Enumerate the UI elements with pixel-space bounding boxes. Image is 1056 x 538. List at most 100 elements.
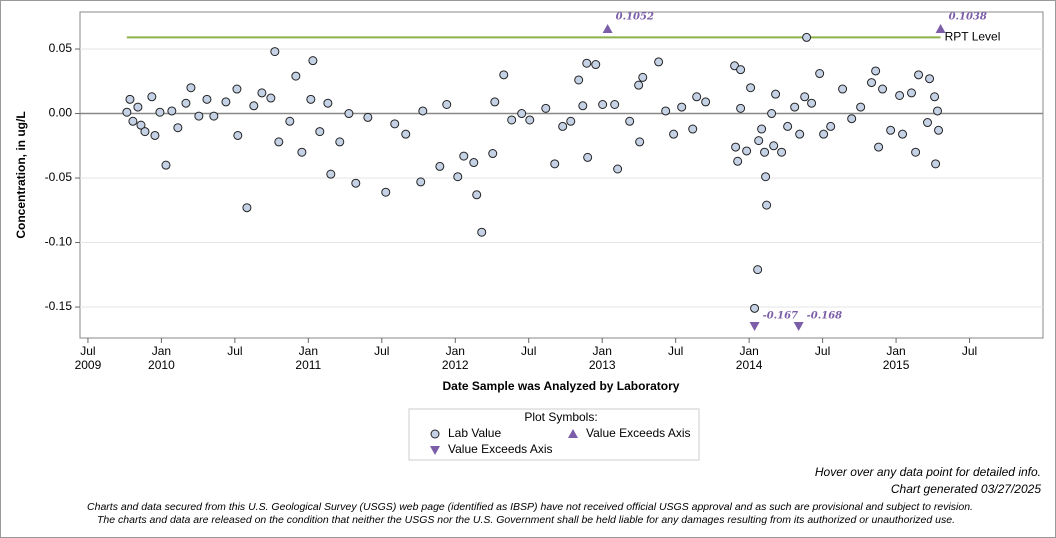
data-point bbox=[274, 137, 284, 147]
data-point bbox=[209, 111, 219, 121]
data-point bbox=[661, 106, 671, 116]
data-point bbox=[291, 71, 301, 81]
exceeds-label: 0.1052 bbox=[616, 12, 654, 23]
data-point bbox=[886, 125, 896, 135]
x-tick-label-line: 2011 bbox=[295, 358, 321, 372]
data-point bbox=[566, 116, 576, 126]
data-point bbox=[753, 265, 763, 275]
x-tick-label-line: Jul bbox=[668, 344, 683, 358]
data-point bbox=[582, 58, 592, 68]
data-point bbox=[249, 101, 259, 111]
data-point bbox=[140, 127, 150, 137]
data-point bbox=[736, 103, 746, 113]
data-point bbox=[871, 66, 881, 76]
data-point bbox=[363, 112, 373, 122]
data-point bbox=[266, 93, 276, 103]
data-point bbox=[754, 136, 764, 146]
data-point bbox=[736, 65, 746, 75]
data-point bbox=[914, 70, 924, 80]
x-tick-label-line: Jul bbox=[521, 344, 536, 358]
data-point bbox=[232, 84, 242, 94]
data-point bbox=[128, 116, 138, 126]
data-point bbox=[257, 88, 267, 98]
data-point bbox=[381, 187, 391, 197]
data-point bbox=[930, 92, 940, 102]
data-point bbox=[418, 106, 428, 116]
data-point bbox=[221, 97, 231, 107]
data-point bbox=[878, 84, 888, 94]
x-tick-label-line: Jan bbox=[152, 344, 171, 358]
data-point bbox=[233, 130, 243, 140]
exceeds-marker bbox=[602, 24, 613, 33]
data-point bbox=[173, 123, 183, 133]
x-tick-label: Jan 2015 bbox=[883, 344, 910, 372]
y-tick-label: -0.05 bbox=[45, 170, 73, 184]
x-tick-label-line: 2012 bbox=[442, 358, 469, 372]
x-tick-label: Jan 2014 bbox=[736, 344, 763, 372]
data-point bbox=[122, 107, 132, 117]
data-point bbox=[895, 90, 905, 100]
legend-marker bbox=[568, 429, 578, 438]
data-point bbox=[800, 92, 810, 102]
data-point bbox=[802, 32, 812, 42]
x-tick-label: Jul bbox=[374, 344, 389, 358]
exceeds-label: 0.1038 bbox=[949, 12, 987, 23]
data-point bbox=[186, 83, 196, 93]
data-point bbox=[453, 172, 463, 182]
x-tick-label: Jul bbox=[962, 344, 977, 358]
x-tick-label-line: Jul bbox=[80, 344, 95, 358]
data-point bbox=[490, 97, 500, 107]
data-point bbox=[856, 102, 866, 112]
data-point bbox=[583, 152, 593, 162]
data-point bbox=[807, 98, 817, 108]
data-point bbox=[790, 102, 800, 112]
data-point bbox=[323, 98, 333, 108]
data-point bbox=[499, 70, 509, 80]
exceeds-label: -0.167 bbox=[763, 311, 799, 322]
data-point bbox=[306, 94, 316, 104]
x-tick-label: Jan 2011 bbox=[295, 344, 321, 372]
data-point bbox=[638, 72, 648, 82]
data-point bbox=[692, 92, 702, 102]
data-point bbox=[326, 169, 336, 179]
data-point bbox=[390, 119, 400, 129]
data-point bbox=[598, 99, 608, 109]
data-point bbox=[167, 106, 177, 116]
data-point bbox=[634, 80, 644, 90]
data-point bbox=[783, 121, 793, 131]
data-point bbox=[625, 116, 635, 126]
data-point bbox=[767, 109, 777, 119]
data-point bbox=[757, 124, 767, 134]
data-point bbox=[733, 156, 743, 166]
data-point bbox=[898, 129, 908, 139]
generated-note: Chart generated 03/27/2025 bbox=[891, 482, 1041, 496]
data-point bbox=[541, 103, 551, 113]
data-point bbox=[677, 102, 687, 112]
data-point bbox=[874, 142, 884, 152]
data-point bbox=[654, 57, 664, 67]
data-point bbox=[847, 114, 857, 124]
y-tick-label: -0.15 bbox=[45, 299, 73, 313]
x-tick-label-line: 2014 bbox=[736, 358, 763, 372]
data-point bbox=[315, 127, 325, 137]
data-point bbox=[472, 190, 482, 200]
data-point bbox=[161, 160, 171, 170]
legend-label: Value Exceeds Axis bbox=[586, 426, 691, 440]
data-point bbox=[931, 159, 941, 169]
data-point bbox=[777, 147, 787, 157]
data-point bbox=[507, 115, 517, 125]
data-point bbox=[760, 147, 770, 157]
x-tick-label-line: Jul bbox=[227, 344, 242, 358]
data-point bbox=[761, 172, 771, 182]
data-point bbox=[125, 94, 135, 104]
x-tick-label-line: Jan bbox=[886, 344, 905, 358]
data-point bbox=[613, 164, 623, 174]
data-point bbox=[750, 303, 760, 313]
x-tick-label-line: Jul bbox=[815, 344, 830, 358]
x-tick-label-line: Jul bbox=[962, 344, 977, 358]
data-point bbox=[815, 69, 825, 79]
data-point bbox=[795, 129, 805, 139]
exceeds-marker bbox=[749, 322, 760, 331]
x-tick-label-line: 2013 bbox=[589, 358, 616, 372]
x-tick-label-line: Jan bbox=[593, 344, 612, 358]
